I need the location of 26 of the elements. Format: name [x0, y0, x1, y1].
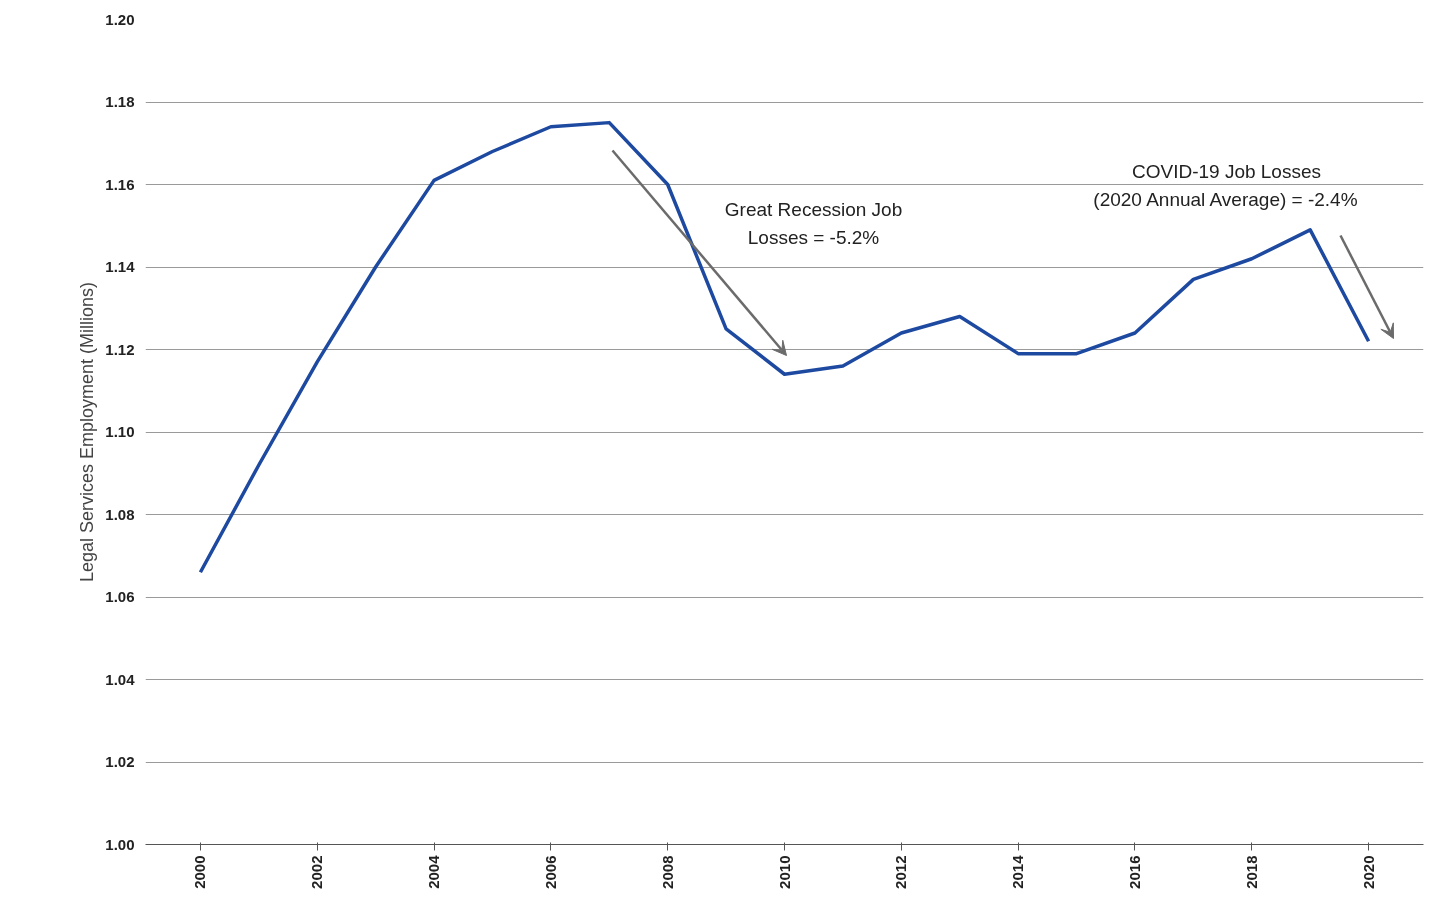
- x-tick-label: 2016: [1125, 855, 1143, 889]
- y-tick-label: 1.18: [105, 93, 135, 110]
- x-tick-label: 2006: [541, 855, 559, 889]
- x-tick-label: 2004: [425, 854, 443, 889]
- x-tick-label: 2010: [775, 855, 793, 889]
- x-tick-label: 2008: [658, 855, 676, 889]
- x-tick-label: 2002: [308, 855, 326, 889]
- y-tick-label: 1.20: [105, 10, 135, 28]
- y-tick-label: 1.12: [105, 340, 135, 358]
- y-tick-label: 1.06: [105, 588, 135, 605]
- y-tick-label: 1.02: [105, 753, 135, 770]
- y-tick-label: 1.04: [105, 670, 136, 688]
- x-tick-label: 2018: [1242, 855, 1260, 889]
- y-tick-label: 1.08: [105, 505, 135, 523]
- line-series: [198, 120, 1371, 574]
- y-tick-label: 1.14: [105, 258, 136, 275]
- x-tick-label: 2000: [191, 855, 209, 889]
- y-axis-title: Legal Services Employment (Millions): [77, 281, 98, 583]
- x-tick-label: 2012: [892, 855, 910, 889]
- y-tick-label: 1.10: [105, 423, 135, 440]
- annotation: Great Recession Job Losses = -5.2%: [724, 198, 903, 249]
- x-tick-label: 2020: [1359, 855, 1377, 889]
- y-tick-label: 1.00: [105, 835, 135, 853]
- y-tick-label: 1.16: [105, 175, 135, 193]
- annotation: COVID-19 Job Losses (2020 Annual Average) = -2.4%: [1093, 160, 1358, 211]
- x-tick-label: 2014: [1009, 854, 1027, 889]
